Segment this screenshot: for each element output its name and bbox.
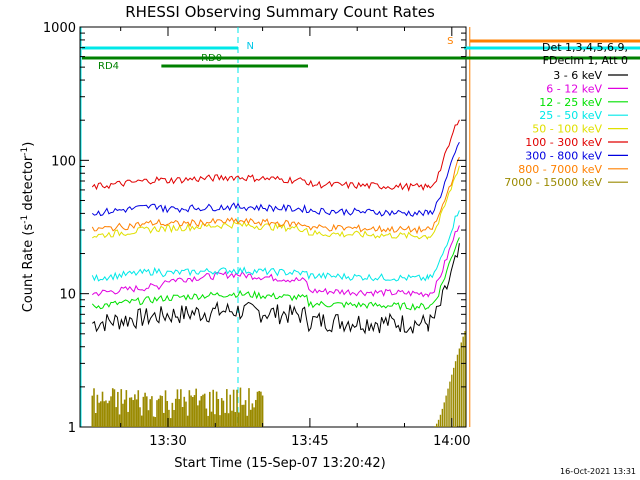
x-axis-ticks: 13:30 13:45 14:00: [120, 27, 471, 449]
series-50-100kev-line-pre-saa: [92, 165, 460, 240]
series-12-25kev-line-pre-saa: [91, 237, 460, 311]
y-axis-label-part1: Count Rate (s: [21, 224, 36, 313]
y-axis-ticks: 1 10 100 1000: [43, 21, 466, 436]
series-layer: [91, 119, 466, 427]
plot-frame: [79, 26, 467, 428]
chart-title: RHESSI Observing Summary Count Rates: [125, 3, 435, 21]
y-axis-label-sup2: -1: [20, 147, 30, 156]
x-tick-label: 14:00: [433, 434, 470, 449]
y-tick-label: 100: [51, 154, 76, 169]
series-7000-15000kev-bars: [91, 331, 466, 427]
legend-label-8: 7000 - 15000 keV: [504, 176, 602, 189]
instrument-state-annotations: RD0 RD4 N S: [80, 27, 640, 427]
series-6-12kev-line-pre-saa: [91, 225, 460, 298]
legend-label-7: 800 - 7000 keV: [518, 163, 602, 176]
legend-label-2: 12 - 25 keV: [539, 96, 602, 109]
legend: Det 1,3,4,5,6,9, FDecim 1, Att 0 3 - 6 k…: [504, 41, 628, 189]
y-axis-label: Count Rate (s-1 detector-1): [20, 142, 36, 313]
x-tick-label: 13:30: [149, 434, 186, 449]
series-3-6kev-line-pre-saa: [91, 243, 460, 335]
y-tick-label: 10: [59, 288, 76, 303]
legend-label-5: 100 - 300 keV: [525, 136, 602, 149]
series-300-800kev-line-pre-saa: [91, 141, 460, 217]
series-25-50kev-line-pre-saa: [91, 210, 460, 282]
y-tick-label: 1: [68, 421, 76, 436]
series-800-7000kev-line-pre-saa: [91, 156, 460, 235]
rd4-label: RD4: [98, 61, 119, 72]
night-label: N: [247, 41, 254, 52]
legend-label-4: 50 - 100 keV: [532, 123, 602, 136]
legend-header-line-2: FDecim 1, Att 0: [543, 54, 628, 67]
legend-label-3: 25 - 50 keV: [539, 109, 602, 122]
rd0-label: RD0: [201, 53, 222, 64]
legend-label-6: 300 - 800 keV: [525, 149, 602, 162]
x-tick-label: 13:45: [291, 434, 328, 449]
saa-label: S: [447, 36, 453, 47]
x-axis-label: Start Time (15-Sep-07 13:20:42): [174, 456, 385, 471]
y-tick-label: 1000: [43, 21, 76, 36]
y-axis-label-part3: ): [21, 142, 36, 147]
y-axis-label-sup1: -1: [20, 215, 30, 224]
y-axis-label-part2: detector: [21, 155, 36, 215]
legend-label-0: 3 - 6 keV: [553, 69, 602, 82]
legend-header-line-1: Det 1,3,4,5,6,9,: [542, 41, 628, 54]
footer-timestamp: 16-Oct-2021 13:31: [560, 467, 636, 476]
series-100-300kev-line-pre-saa: [91, 119, 460, 192]
legend-label-1: 6 - 12 keV: [546, 82, 602, 95]
